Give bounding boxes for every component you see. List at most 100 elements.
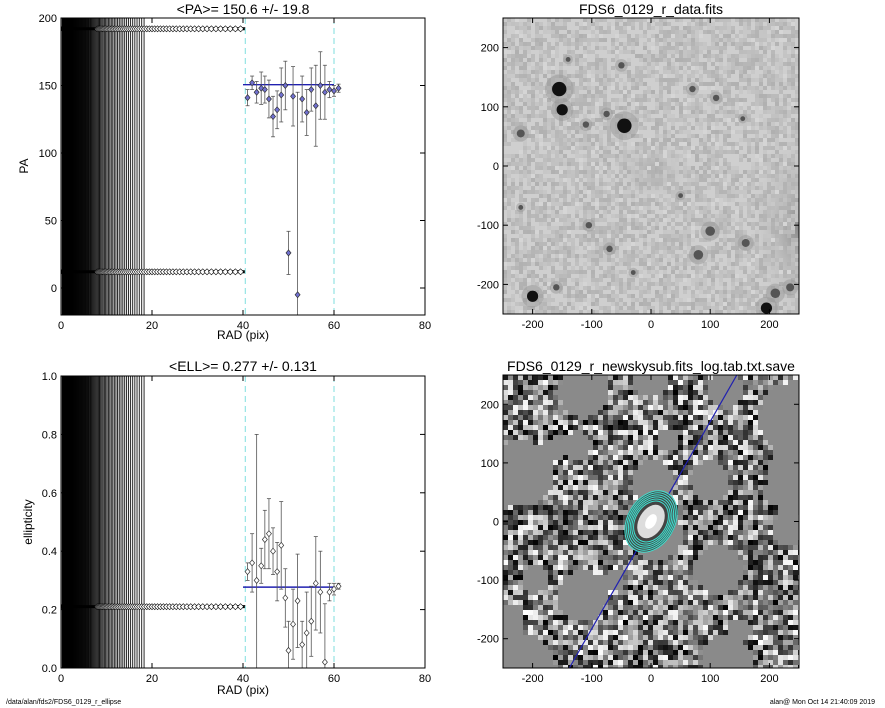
noise-pixel — [591, 234, 595, 238]
noise-pixel — [511, 202, 515, 206]
noise-pixel — [691, 134, 695, 138]
noise-pixel — [707, 274, 711, 278]
noise-pixel — [579, 26, 583, 30]
skysub-pixel — [728, 405, 733, 410]
noise-pixel — [639, 106, 643, 110]
skysub-pixel — [543, 410, 548, 415]
noise-pixel — [719, 174, 723, 178]
noise-pixel — [651, 26, 655, 30]
noise-pixel — [515, 54, 519, 58]
noise-pixel — [667, 58, 671, 62]
noise-pixel — [779, 154, 783, 158]
noise-pixel — [627, 262, 631, 266]
noise-pixel — [711, 178, 715, 182]
noise-pixel — [787, 78, 791, 82]
noise-pixel — [567, 214, 571, 218]
noise-pixel — [531, 178, 535, 182]
noise-pixel — [647, 298, 651, 302]
noise-pixel — [579, 206, 583, 210]
noise-pixel — [755, 154, 759, 158]
noise-pixel — [523, 246, 527, 250]
noise-pixel — [723, 110, 727, 114]
noise-pixel — [507, 246, 511, 250]
noise-pixel — [675, 130, 679, 134]
skysub-pixel — [708, 415, 713, 420]
noise-pixel — [607, 134, 611, 138]
noise-pixel — [599, 158, 603, 162]
noise-pixel — [771, 206, 775, 210]
noise-pixel — [523, 62, 527, 66]
noise-pixel — [599, 90, 603, 94]
noise-pixel — [575, 234, 579, 238]
noise-pixel — [735, 306, 739, 310]
noise-pixel — [567, 230, 571, 234]
noise-pixel — [551, 182, 555, 186]
noise-pixel — [535, 254, 539, 258]
skysub-pixel — [753, 400, 758, 405]
noise-pixel — [571, 202, 575, 206]
noise-pixel — [623, 146, 627, 150]
pa-marker-bands — [61, 25, 246, 276]
noise-pixel — [583, 274, 587, 278]
noise-pixel — [639, 210, 643, 214]
noise-pixel — [787, 146, 791, 150]
noise-pixel — [575, 294, 579, 298]
noise-pixel — [663, 146, 667, 150]
noise-pixel — [615, 138, 619, 142]
ell-marker-band — [61, 603, 246, 611]
noise-pixel — [719, 118, 723, 122]
skysub-pixel — [503, 390, 508, 395]
noise-pixel — [543, 266, 547, 270]
noise-pixel — [687, 190, 691, 194]
noise-pixel — [635, 206, 639, 210]
noise-pixel — [639, 234, 643, 238]
noise-pixel — [695, 102, 699, 106]
noise-pixel — [519, 62, 523, 66]
pa-point-2 — [253, 88, 260, 96]
noise-pixel — [615, 234, 619, 238]
noise-pixel — [543, 182, 547, 186]
noise-pixel — [603, 230, 607, 234]
noise-pixel — [723, 302, 727, 306]
noise-pixel — [715, 246, 719, 250]
noise-pixel — [623, 250, 627, 254]
noise-pixel — [775, 106, 779, 110]
noise-pixel — [751, 122, 755, 126]
noise-pixel — [519, 174, 523, 178]
noise-pixel — [699, 18, 703, 22]
noise-pixel — [559, 214, 563, 218]
noise-pixel — [687, 26, 691, 30]
noise-pixel — [591, 310, 595, 314]
noise-pixel — [599, 66, 603, 70]
noise-pixel — [627, 158, 631, 162]
noise-pixel — [639, 182, 643, 186]
noise-pixel — [751, 78, 755, 82]
noise-pixel — [783, 270, 787, 274]
noise-pixel — [699, 298, 703, 302]
noise-pixel — [595, 230, 599, 234]
pa-point-18 — [321, 88, 328, 96]
noise-pixel — [579, 306, 583, 310]
noise-pixel — [647, 74, 651, 78]
noise-pixel — [687, 94, 691, 98]
noise-pixel — [715, 54, 719, 58]
noise-pixel — [563, 230, 567, 234]
noise-pixel — [567, 50, 571, 54]
noise-pixel — [543, 146, 547, 150]
noise-pixel — [591, 94, 595, 98]
skysub-pixel — [548, 390, 553, 395]
noise-pixel — [587, 42, 591, 46]
noise-pixel — [603, 182, 607, 186]
skysub-pixel — [758, 390, 763, 395]
noise-pixel — [555, 254, 559, 258]
noise-pixel — [667, 222, 671, 226]
noise-pixel — [775, 130, 779, 134]
noise-pixel — [675, 214, 679, 218]
noise-pixel — [527, 270, 531, 274]
noise-pixel — [779, 210, 783, 214]
noise-pixel — [539, 262, 543, 266]
noise-pixel — [759, 174, 763, 178]
noise-pixel — [663, 46, 667, 50]
noise-pixel — [535, 166, 539, 170]
noise-pixel — [547, 62, 551, 66]
